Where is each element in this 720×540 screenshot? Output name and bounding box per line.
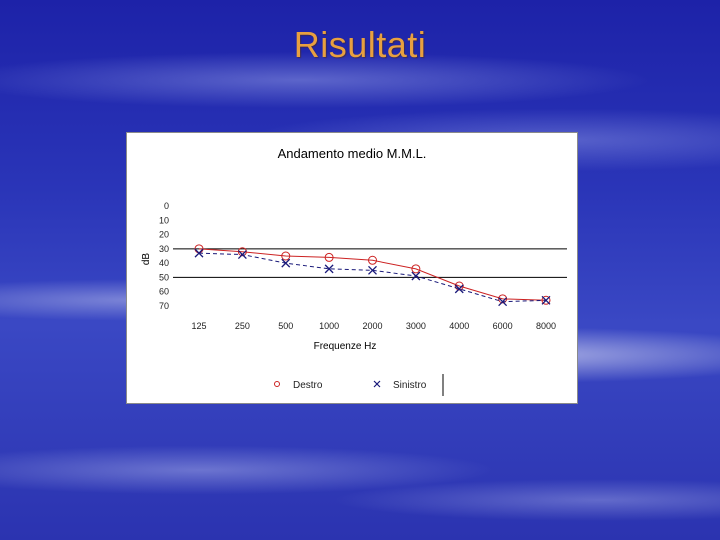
- chart-frame: Andamento medio M.M.L. dB Frequenze Hz 0…: [126, 132, 578, 404]
- data-point: [194, 248, 204, 258]
- y-axis-label: dB: [141, 253, 152, 266]
- y-tick-label: 40: [159, 258, 169, 268]
- x-tick-label: 6000: [493, 321, 513, 331]
- data-point: [281, 251, 291, 261]
- legend-label: Destro: [293, 380, 323, 391]
- data-point: [454, 284, 464, 294]
- data-point: [281, 258, 291, 268]
- y-tick-label: 30: [159, 244, 169, 254]
- series-line: [198, 252, 547, 303]
- data-point: [498, 294, 508, 304]
- series-line: [198, 248, 547, 301]
- legend-marker: [373, 380, 381, 388]
- reference-lines: [173, 248, 567, 278]
- series-sinistro: [194, 248, 551, 307]
- data-point: [368, 265, 377, 275]
- x-tick-label: 125: [191, 321, 206, 331]
- x-axis-label: Frequenze Hz: [314, 341, 377, 352]
- data-point: [237, 247, 247, 257]
- legend-label: Sinistro: [393, 380, 427, 391]
- y-tick-label: 20: [159, 230, 169, 240]
- data-point: [368, 255, 377, 265]
- y-tick-labels: 0 10 20 30 40 50 60 70: [159, 201, 169, 311]
- slide-title: Risultati: [293, 24, 427, 65]
- data-point: [324, 264, 334, 274]
- data-point: [541, 295, 551, 305]
- x-tick-labels: 125 250 500 1000 2000 3000 4000 6000 8000: [191, 321, 556, 331]
- data-point: [324, 252, 334, 262]
- x-tick-label: 500: [278, 321, 293, 331]
- x-tick-label: 4000: [449, 321, 469, 331]
- x-tick-label: 8000: [536, 321, 556, 331]
- chart-title: Andamento medio M.M.L.: [278, 146, 427, 161]
- x-tick-label: 3000: [406, 321, 426, 331]
- y-tick-label: 60: [159, 287, 169, 297]
- data-point: [541, 295, 551, 305]
- x-tick-label: 1000: [319, 321, 339, 331]
- y-tick-label: 50: [159, 272, 169, 282]
- x-tick-label: 2000: [362, 321, 382, 331]
- y-tick-label: 70: [159, 301, 169, 311]
- series-layer: [194, 244, 551, 307]
- x-tick-label: 250: [235, 321, 250, 331]
- y-tick-label: 0: [164, 201, 169, 211]
- y-tick-label: 10: [159, 215, 169, 225]
- legend-marker: [274, 381, 280, 387]
- data-point: [411, 271, 421, 281]
- legend: Destro Sinistro: [274, 374, 444, 396]
- series-destro: [194, 244, 551, 305]
- data-point: [237, 250, 247, 260]
- data-point: [454, 281, 464, 291]
- audiogram-chart: Andamento medio M.M.L. dB Frequenze Hz 0…: [141, 146, 567, 396]
- data-point: [411, 264, 421, 274]
- data-point: [498, 297, 508, 307]
